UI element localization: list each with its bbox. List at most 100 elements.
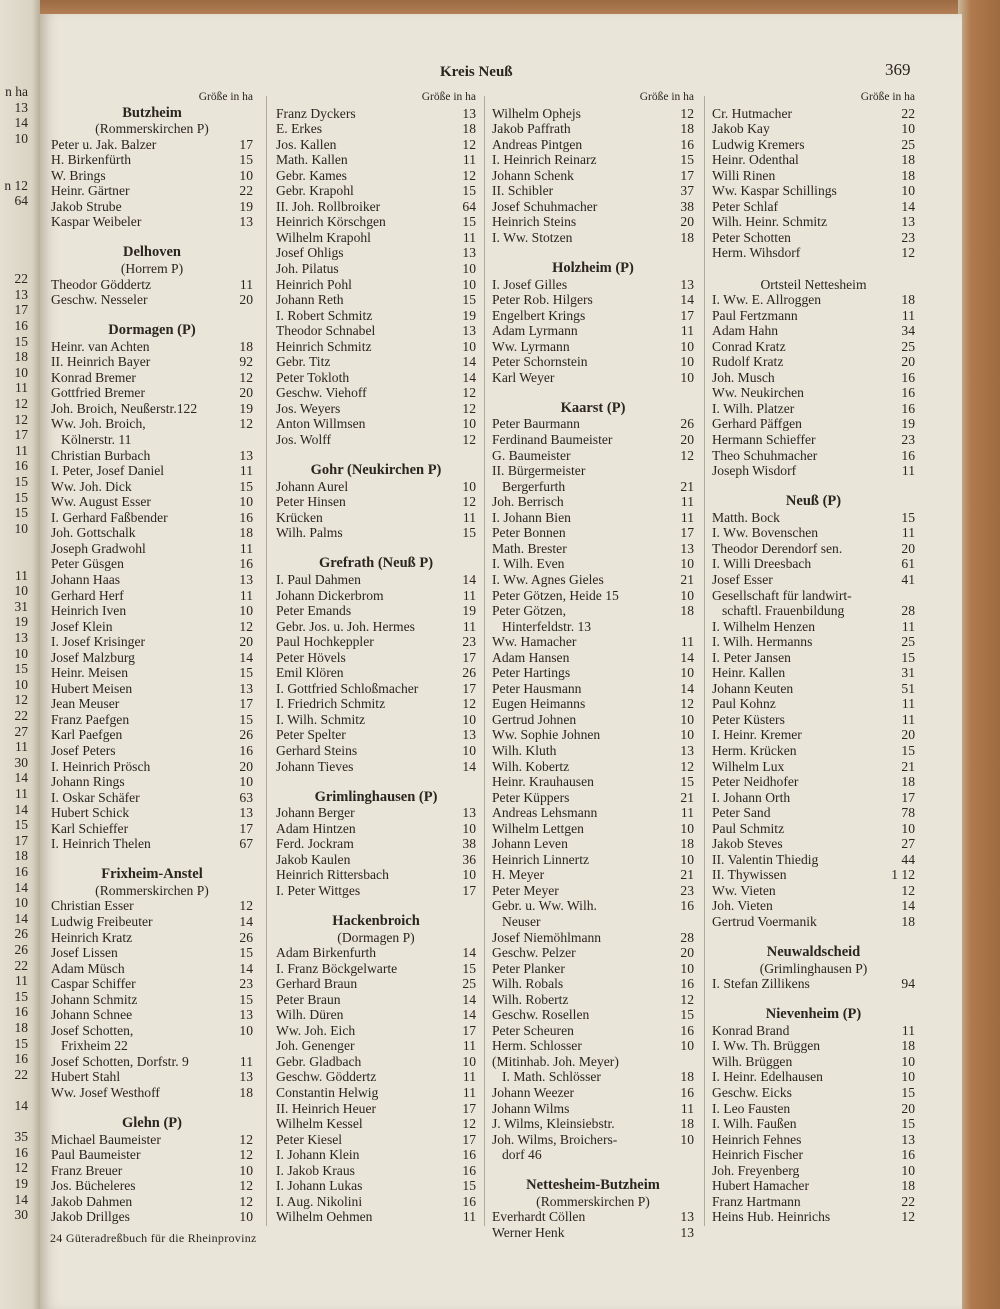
owner-name: Peter Schornstein (492, 354, 588, 370)
area-ha: 12 (680, 447, 694, 463)
column-header: Größe in ha (639, 91, 694, 103)
locality-heading: Holzheim (P) (552, 260, 634, 277)
owner-name: Josef Lissen (51, 945, 118, 961)
left-page-value: 16 (14, 1144, 29, 1160)
locality-subheading: (Rommerskirchen P) (95, 882, 209, 898)
owner-name: Peter Küppers (492, 789, 570, 805)
owner-name: Adam Hansen (492, 649, 570, 665)
area-ha: 12 (239, 898, 253, 914)
list-entry: I. Oskar Schäfer 63 (51, 790, 253, 806)
owner-name: Wilh. Heinr. Schmitz (712, 214, 827, 230)
owner-name: Frixheim 22 (61, 1038, 128, 1054)
owner-name: Peter Götzen, Heide 15 (492, 587, 619, 603)
list-entry: Conrad Kratz 25 (712, 339, 915, 355)
book-cover-right-edge (958, 0, 1000, 1309)
list-entry: Konrad Bremer 12 (51, 370, 253, 386)
list-entry: Gebr. u. Ww. Wilh. 16 (492, 898, 694, 914)
column-3: Größe in ha Wilhelm Ophejs 12 Jakob Paffrat… (492, 90, 694, 1240)
list-entry: Werner Henk 13 (492, 1225, 694, 1241)
area-ha: 10 (462, 1053, 476, 1069)
list-entry: Peter Schotten 23 (712, 230, 915, 246)
locality-heading: Grefrath (Neuß P) (318, 555, 434, 572)
left-page-value: 19 (14, 1176, 29, 1191)
area-ha: 11 (680, 805, 694, 821)
area-ha: 26 (239, 929, 253, 945)
locality-subheading: (Rommerskirchen P) (95, 121, 209, 137)
owner-name: Peter Bonnen (492, 525, 566, 541)
left-page-value: 13 (14, 630, 29, 645)
list-entry: Peter Sand 78 (712, 805, 915, 821)
list-entry: Peter Neidhofer 18 (712, 774, 915, 790)
area-ha: 10 (239, 774, 253, 790)
list-entry: Ww. August Esser 10 (51, 494, 253, 510)
list-entry: Joh. Pilatus 10 (276, 261, 476, 277)
left-page-value: 14 (14, 879, 29, 895)
area-ha: 92 (239, 354, 253, 370)
owner-name: Gebr. Kames (276, 167, 347, 183)
area-ha: 10 (680, 369, 694, 385)
list-entry: I. Heinrich Thelen 67 (51, 836, 253, 852)
owner-name: I. Jakob Kraus (276, 1162, 355, 1178)
area-ha: 18 (901, 913, 915, 929)
owner-name: Paul Kohnz (712, 696, 776, 712)
list-entry: II. Valentin Thiedig 44 (712, 852, 915, 868)
list-entry: Wilh. Düren 14 (276, 1007, 476, 1023)
area-ha: 10 (901, 183, 915, 199)
list-entry: Cr. Hutmacher 22 (712, 106, 915, 122)
list-entry: Josef Schuhmacher 38 (492, 199, 694, 215)
area-ha: 15 (239, 665, 253, 681)
owner-name: G. Baumeister (492, 447, 571, 463)
owner-name: II. Heinrich Heuer (276, 1100, 377, 1116)
list-entry: Jos. Kallen 12 (276, 137, 476, 153)
owner-name: Gerhard Braun (276, 976, 358, 992)
area-ha: 14 (901, 198, 915, 214)
area-ha: 14 (462, 758, 476, 774)
locality-heading: Frixheim-Anstel (101, 866, 203, 883)
list-entry: Joseph Wisdorf 11 (712, 463, 915, 479)
owner-name: I. Heinr. Edelhausen (712, 1069, 823, 1085)
locality-subheading: (Horrem P) (120, 261, 184, 277)
owner-name: Franz Dyckers (276, 105, 356, 121)
owner-name: I. Heinrich Prösch (51, 758, 151, 774)
owner-name: Peter Hövels (276, 649, 346, 665)
area-ha: 16 (239, 556, 253, 572)
owner-name: Heinrich Linnertz (492, 851, 590, 867)
list-entry-continuation: Hinterfeldstr. 13 (492, 619, 694, 635)
area-ha: 10 (462, 338, 476, 354)
owner-name: Johann Schnee (51, 1007, 133, 1023)
list-entry: H. Meyer 21 (492, 867, 694, 883)
owner-name: Neuser (502, 913, 541, 929)
list-entry: Wilhelm Ophejs 12 (492, 106, 694, 122)
owner-name: Johann Schenk (492, 167, 574, 183)
area-ha: 17 (462, 1100, 476, 1116)
area-ha: 11 (462, 152, 476, 168)
area-ha: 17 (462, 882, 476, 898)
list-entry: Josef Schotten, 10 (51, 1023, 253, 1039)
list-entry: I. Johann Bien 11 (492, 510, 694, 526)
owner-name: Gottfried Bremer (51, 385, 145, 401)
owner-name: Franz Breuer (51, 1162, 123, 1178)
owner-name: I. Josef Krisinger (51, 634, 146, 650)
list-entry: Peter u. Jak. Balzer 17 (51, 137, 253, 153)
owner-name: Rudolf Kratz (712, 354, 784, 370)
area-ha: 11 (462, 1085, 476, 1100)
list-entry: I. Franz Böckgelwarte 15 (276, 961, 476, 977)
owner-name: I. Johann Klein (276, 1147, 360, 1163)
area-ha: 17 (901, 789, 915, 805)
list-entry-continuation: Neuser (492, 914, 694, 930)
left-page-value: 22 (14, 957, 29, 973)
list-entry: Peter Schlaf 14 (712, 199, 915, 215)
area-ha: 64 (462, 198, 476, 214)
left-page-value: 31 (14, 598, 29, 614)
list-entry: Heinrich Iven 10 (51, 603, 253, 619)
area-ha: 12 (680, 696, 694, 712)
list-entry: Geschw. Pelzer 20 (492, 945, 694, 961)
left-page-value: n 12 (4, 177, 28, 193)
area-ha: 10 (462, 276, 476, 292)
owner-name: Ww. Hamacher (492, 634, 577, 650)
left-page-value: 16 (14, 864, 29, 879)
area-ha: 15 (239, 945, 253, 961)
list-entry: Ww. Joh. Broich, 12 (51, 416, 253, 432)
owner-name: Peter u. Jak. Balzer (51, 136, 157, 152)
list-entry: I. Aug. Nikolini 16 (276, 1194, 476, 1210)
